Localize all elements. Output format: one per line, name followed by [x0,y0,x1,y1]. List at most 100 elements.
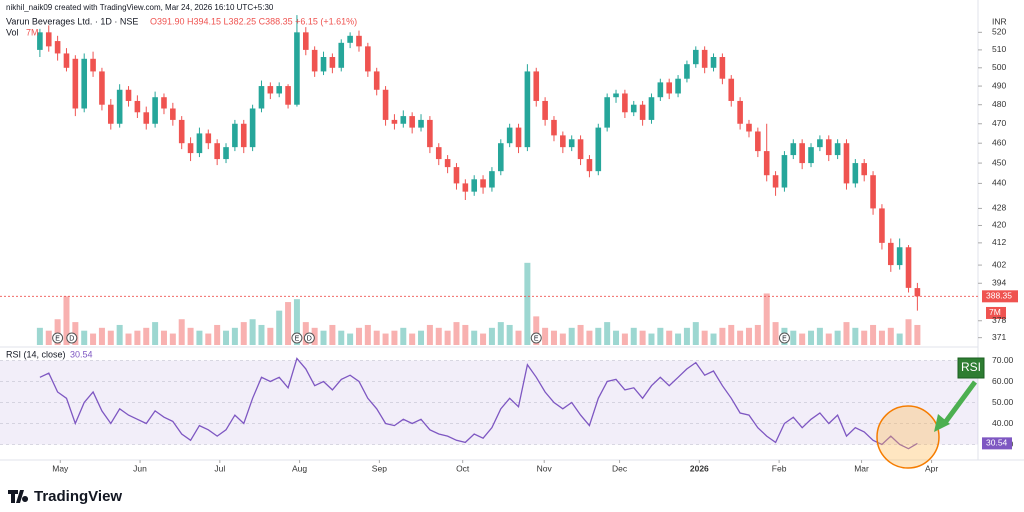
candle-body [790,143,797,156]
candle-body [453,167,460,184]
event-label: E [782,335,787,342]
volume-bar [799,333,806,345]
volume-bar [347,333,354,345]
candle-body [72,58,79,109]
volume-bar [666,330,673,345]
candle-body [356,35,362,47]
annotation: RSI [961,360,981,374]
rsi-line [39,357,918,450]
event-label: E [55,335,60,342]
candle-body [551,119,557,136]
candle-body [205,133,212,144]
volume-bar [728,324,735,345]
y-tick-label: 402 [992,259,1006,269]
currency: INR [992,16,1007,26]
candle-body [808,147,814,164]
volume-bar [524,262,531,345]
candle-body [524,71,531,148]
arrow [941,380,978,426]
candle-body [99,71,105,105]
candle-body [896,247,903,266]
volume-bar [214,324,221,345]
volume-bar [98,327,105,345]
candle-body [365,46,371,72]
candle-body [852,163,859,184]
rsi-tick-label: 40.00 [992,418,1014,428]
volume-bar [790,330,797,345]
x-tick-label: Jul [214,463,225,473]
candle-body [684,64,690,79]
volume-bar [54,319,61,345]
candle-body [152,97,158,124]
volume-bar [506,324,513,345]
volume-bar [630,327,637,345]
volume-bar [843,322,850,345]
candle-body [267,86,274,94]
y-tick-label: 490 [992,80,1006,90]
annotation-box [957,357,985,379]
y-tick-label: 394 [992,278,1006,288]
volume-bar [861,330,868,345]
candle-body [560,135,566,148]
candle-body [90,58,96,72]
volume-bar [480,333,487,345]
volume-bar [604,322,611,345]
candle-body [701,49,708,68]
candle-body [347,35,353,43]
volume-tag-label: 7M [989,307,1001,317]
volume-bar [896,333,903,345]
volume-bar [63,296,70,345]
volume-bar [293,299,300,345]
volume-bar [90,333,97,345]
candle-body [648,97,655,120]
x-tick-label: Feb [772,463,787,473]
candle-body [799,143,805,164]
candle-body [258,86,265,109]
volume-bar [258,324,265,345]
volume-bar [648,333,655,345]
volume-bar [471,330,478,345]
volume-bar [169,333,176,345]
volume-bar [710,333,717,345]
candle-body [214,143,220,160]
candle-body [710,57,717,68]
candle-body [107,104,114,124]
candle-body [320,57,327,72]
candle-body [746,123,752,132]
candle-body [223,147,229,160]
volume-bar [205,333,212,345]
event-marker [66,332,78,344]
volume-bar [418,330,425,345]
candle-body [515,127,522,148]
candle-body [276,86,283,94]
volume-bar [435,327,442,345]
event-label: D [69,335,74,342]
x-tick-label: Oct [456,463,470,473]
volume-value: 7M [26,27,39,37]
candle-body [506,127,513,144]
volume-bar [701,330,708,345]
volume-bar [72,322,79,345]
candle-body [577,139,584,160]
volume-bar [116,324,123,345]
volume-bar [134,330,141,345]
volume-bar [231,327,238,345]
volume-bar [497,322,504,345]
volume-bar [81,330,88,345]
volume-bar [36,327,43,345]
candle-body [471,179,478,192]
candle-body [382,89,389,120]
volume-bar [905,319,912,345]
volume-bar [772,322,779,345]
event-label: E [295,335,300,342]
candle-body [161,97,167,109]
rsi-value: 30.54 [70,349,93,359]
volume-bar [329,324,336,345]
candle-body [418,119,424,128]
volume-bar [152,322,159,345]
x-tick-label: Mar [854,463,869,473]
volume-bar [834,330,841,345]
volume-bar [373,330,380,345]
candle-body [639,104,646,120]
volume-bar [391,330,398,345]
